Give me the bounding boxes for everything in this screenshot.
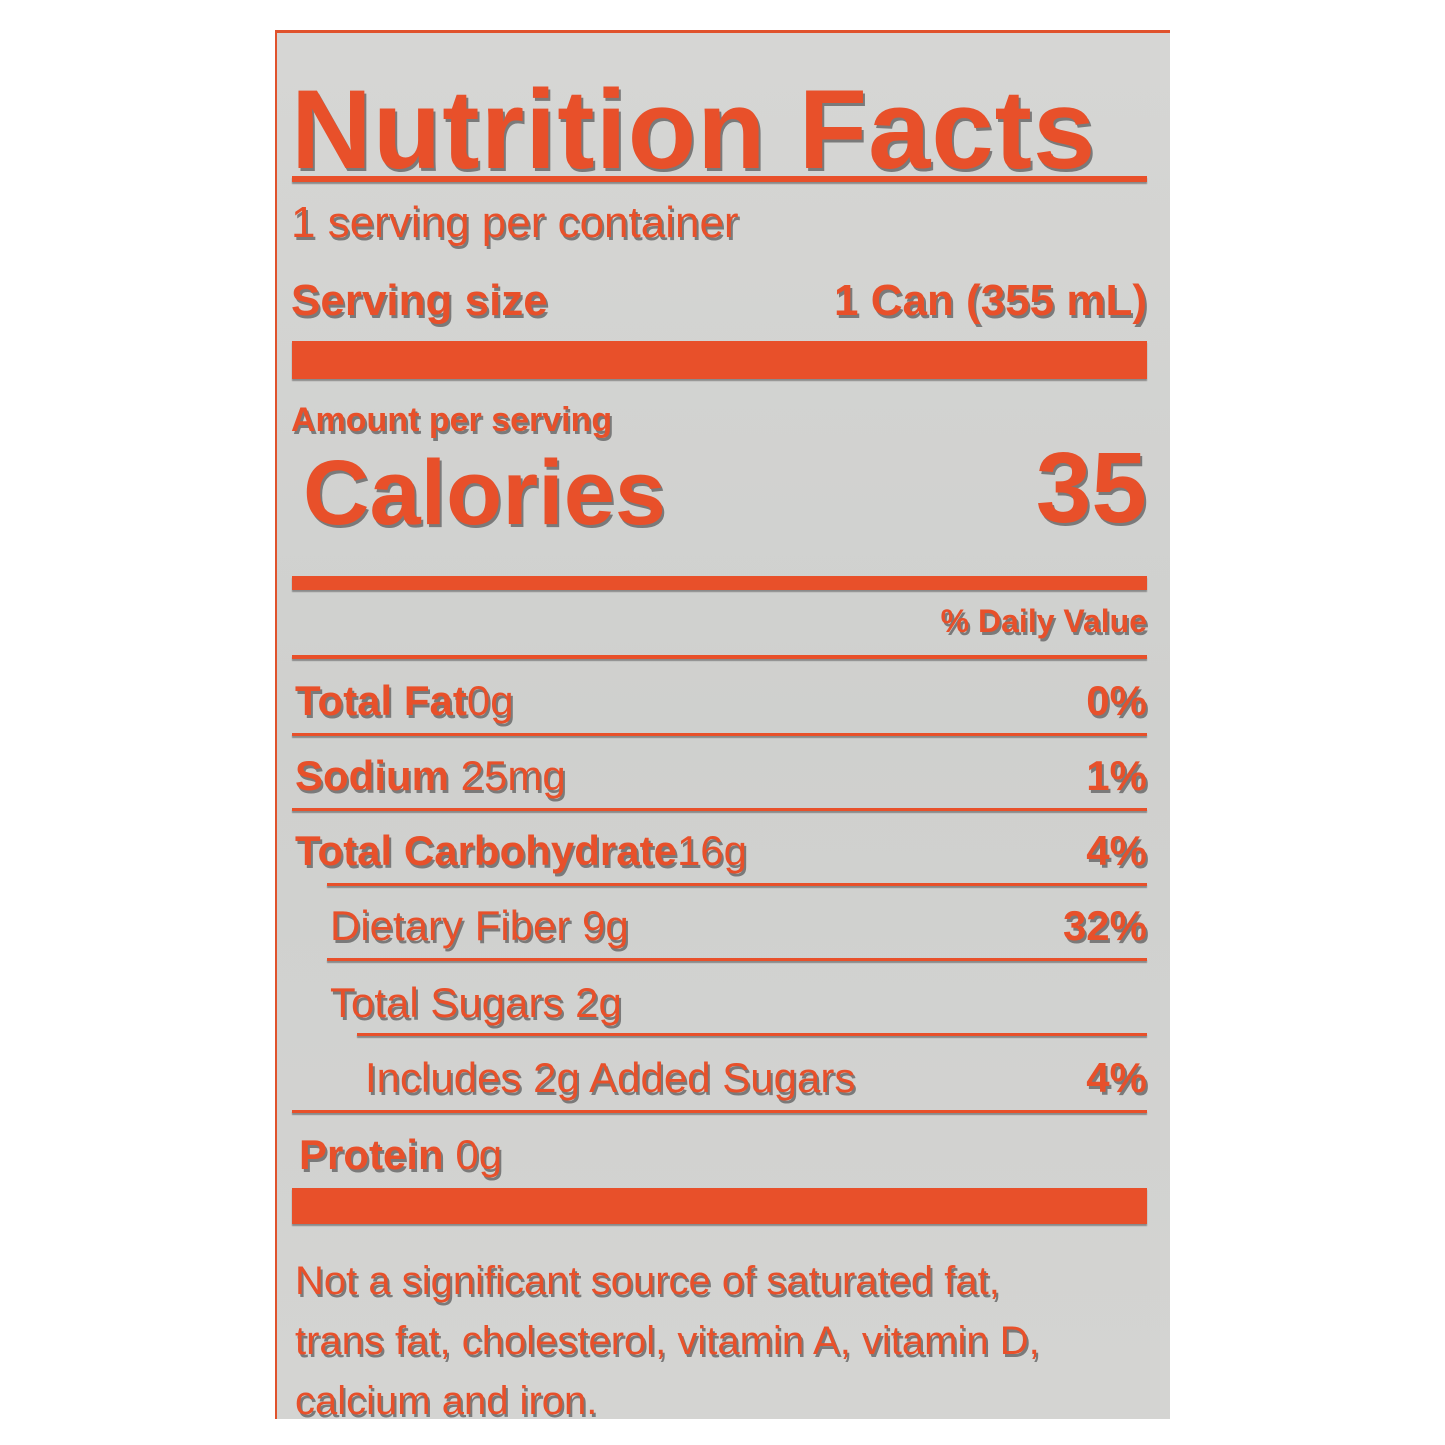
footnote-line: Not a significant source of saturated fa… <box>295 1259 1000 1303</box>
nutrient-protein: Protein 0g <box>299 1131 503 1178</box>
footnote-line: trans fat, cholesterol, vitamin A, vitam… <box>295 1319 1040 1363</box>
nutrition-facts-panel: Nutrition Facts 1 serving per container … <box>275 30 1170 1423</box>
nutrient-total-sugars: Total Sugars 2g <box>330 979 622 1026</box>
daily-value-header: % Daily Value <box>940 603 1147 639</box>
divider <box>292 655 1147 659</box>
divider <box>292 176 1147 182</box>
thick-divider <box>292 1188 1147 1224</box>
serving-size-value: 1 Can (355 mL) <box>834 276 1147 325</box>
dv-total-carbohydrate: 4% <box>1086 827 1147 874</box>
dv-sodium: 1% <box>1086 752 1147 799</box>
serving-size-label: Serving size <box>291 276 548 325</box>
amount-per-serving: Amount per serving <box>291 401 613 439</box>
title: Nutrition Facts <box>291 67 1097 192</box>
dv-dietary-fiber: 32% <box>1062 902 1147 949</box>
nutrient-added-sugars: Includes 2g Added Sugars <box>365 1054 856 1101</box>
servings-per-container: 1 serving per container <box>291 198 739 247</box>
divider <box>327 883 1147 886</box>
medium-divider <box>292 576 1147 590</box>
calories-value: 35 <box>1035 432 1147 544</box>
calories-label: Calories <box>303 442 667 544</box>
divider <box>292 733 1147 736</box>
nutrient-sodium: Sodium 25mg <box>295 752 566 799</box>
divider <box>292 808 1147 811</box>
footnote: Not a significant source of saturated fa… <box>295 1251 1040 1431</box>
nutrient-dietary-fiber: Dietary Fiber 9g <box>330 902 629 949</box>
divider <box>357 1033 1147 1036</box>
divider <box>292 1110 1147 1113</box>
dv-total-fat: 0% <box>1086 677 1147 724</box>
nutrient-total-fat: Total Fat0g <box>295 677 514 724</box>
divider <box>327 958 1147 961</box>
nutrient-total-carbohydrate: Total Carbohydrate16g <box>295 827 748 874</box>
dv-added-sugars: 4% <box>1086 1054 1147 1101</box>
thick-divider <box>292 341 1147 379</box>
footnote-line: calcium and iron. <box>295 1379 598 1423</box>
